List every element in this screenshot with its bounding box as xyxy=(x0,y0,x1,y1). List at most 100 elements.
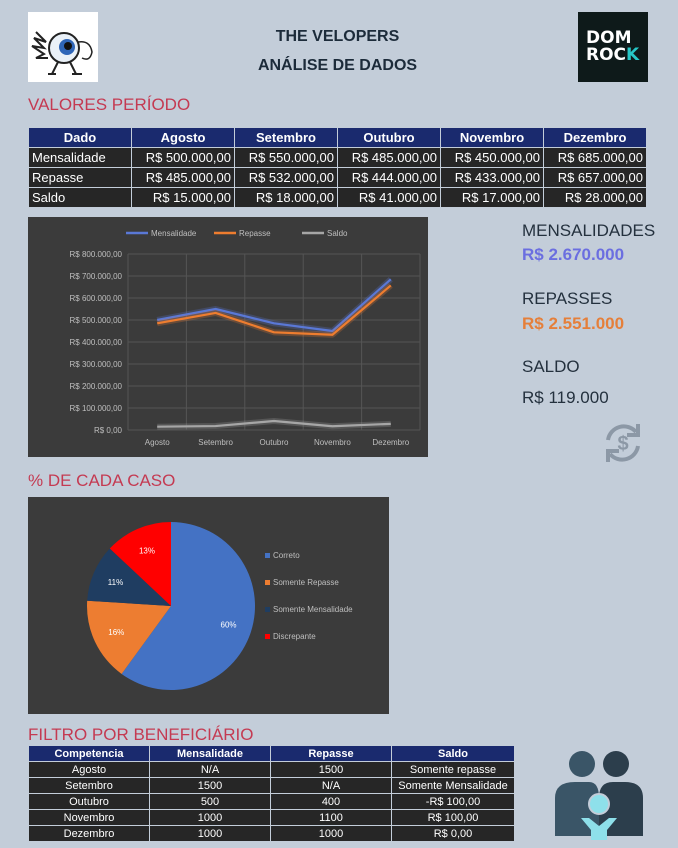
table-row: Mensalidade R$ 500.000,00 R$ 550.000,00 … xyxy=(28,147,647,168)
page-subtitle: ANÁLISE DE DADOS xyxy=(257,57,418,74)
legend-swatch xyxy=(265,580,270,585)
section-title-filtro: FILTRO POR BENEFICIÁRIO xyxy=(28,725,254,744)
table-cell: 1000 xyxy=(270,825,392,842)
pie-data-label: 60% xyxy=(221,621,237,630)
series-line xyxy=(157,419,391,428)
pie-data-label: 13% xyxy=(139,546,155,555)
table-cell: Somente repasse xyxy=(391,761,515,778)
x-tick-label: Dezembro xyxy=(372,438,409,447)
pie-data-label: 16% xyxy=(108,628,124,637)
header-cell: Agosto xyxy=(131,127,235,148)
table-cell: R$ 657.000,00 xyxy=(543,167,647,188)
table-cell: R$ 485.000,00 xyxy=(337,147,441,168)
eye-mascot-icon xyxy=(31,31,93,75)
series-line xyxy=(156,278,392,333)
table-cell: R$ 15.000,00 xyxy=(131,187,235,208)
table-cell: Agosto xyxy=(28,761,150,778)
line-chart-svg: R$ 0,00 R$ 100.000,00 R$ 200.000,00 R$ 300.… xyxy=(70,229,421,447)
x-tick-label: Novembro xyxy=(314,438,351,447)
legend-label: Repasse xyxy=(239,229,271,238)
header-cell: Outubro xyxy=(337,127,441,148)
header-cell: Saldo xyxy=(391,745,515,762)
table-cell: 1000 xyxy=(149,825,271,842)
table-cell: R$ 17.000,00 xyxy=(440,187,544,208)
header-cell: Dezembro xyxy=(543,127,647,148)
svg-text:$: $ xyxy=(617,433,628,455)
table-cell: R$ 485.000,00 xyxy=(131,167,235,188)
legend-label: Correto xyxy=(273,551,300,560)
y-tick-label: R$ 700.000,00 xyxy=(70,272,123,281)
kpi-saldo-label: SALDO xyxy=(522,357,580,376)
section-title-valores: VALORES PERÍODO xyxy=(28,95,191,114)
values-table: Dado Agosto Setembro Outubro Novembro De… xyxy=(28,127,647,208)
legend-swatch xyxy=(265,553,270,558)
logo-line2: ROCK xyxy=(586,45,640,65)
series-line xyxy=(157,284,392,336)
table-cell: 1500 xyxy=(149,777,271,794)
pie-slice xyxy=(109,522,171,606)
y-tick-label: R$ 600.000,00 xyxy=(70,294,123,303)
table-cell: Setembro xyxy=(28,777,150,794)
money-exchange-icon: $ xyxy=(598,418,648,468)
table-cell: R$ 0,00 xyxy=(391,825,515,842)
table-cell: R$ 685.000,00 xyxy=(543,147,647,168)
velopers-logo xyxy=(28,12,98,82)
table-cell: Saldo xyxy=(28,187,132,208)
table-cell: 1100 xyxy=(270,809,392,826)
table-cell: Somente Mensalidade xyxy=(391,777,515,794)
table-cell: 500 xyxy=(149,793,271,810)
x-tick-label: Outubro xyxy=(260,438,289,447)
header-cell: Mensalidade xyxy=(149,745,271,762)
table-row: Dezembro 1000 1000 R$ 0,00 xyxy=(28,825,515,842)
y-tick-label: R$ 200.000,00 xyxy=(70,382,123,391)
table-row: Saldo R$ 15.000,00 R$ 18.000,00 R$ 41.00… xyxy=(28,187,647,208)
table-cell: R$ 433.000,00 xyxy=(440,167,544,188)
table-header-row: Competencia Mensalidade Repasse Saldo xyxy=(28,745,515,762)
pie-data-label: 11% xyxy=(108,578,123,587)
table-row: Repasse R$ 485.000,00 R$ 532.000,00 R$ 4… xyxy=(28,167,647,188)
table-cell: 1000 xyxy=(149,809,271,826)
section-title-percent: % DE CADA CASO xyxy=(28,471,176,490)
header-cell: Dado xyxy=(28,127,132,148)
kpi-repasses-value: R$ 2.551.000 xyxy=(522,314,625,333)
x-tick-label: Setembro xyxy=(198,438,233,447)
y-tick-label: R$ 0,00 xyxy=(94,426,123,435)
table-header-row: Dado Agosto Setembro Outubro Novembro De… xyxy=(28,127,647,148)
table-row: Novembro 1000 1100 R$ 100,00 xyxy=(28,809,515,826)
table-cell: Outubro xyxy=(28,793,150,810)
table-cell: Novembro xyxy=(28,809,150,826)
pie-slice xyxy=(87,600,171,674)
pie-chart-svg: 60% 16% 11% 13% Correto Somente Repasse Soment… xyxy=(87,522,353,690)
page-title: THE VELOPERS xyxy=(275,28,400,45)
table-cell: R$ 550.000,00 xyxy=(234,147,338,168)
table-cell: N/A xyxy=(270,777,392,794)
line-chart: R$ 0,00 R$ 100.000,00 R$ 200.000,00 R$ 300.… xyxy=(28,217,428,457)
table-cell: R$ 28.000,00 xyxy=(543,187,647,208)
beneficiary-table: Competencia Mensalidade Repasse Saldo Ag… xyxy=(28,745,515,842)
family-icon xyxy=(553,748,645,840)
kpi-repasses-label: REPASSES xyxy=(522,289,613,308)
legend-label: Saldo xyxy=(327,229,348,238)
legend-label: Somente Mensalidade xyxy=(273,605,353,614)
table-cell: Mensalidade xyxy=(28,147,132,168)
header-cell: Novembro xyxy=(440,127,544,148)
table-row: Setembro 1500 N/A Somente Mensalidade xyxy=(28,777,515,794)
legend-label: Discrepante xyxy=(273,632,316,641)
table-cell: R$ 444.000,00 xyxy=(337,167,441,188)
kpi-saldo-value: R$ 119.000 xyxy=(522,388,609,407)
table-cell: R$ 100,00 xyxy=(391,809,515,826)
legend-label: Somente Repasse xyxy=(273,578,339,587)
kpi-mensalidades-label: MENSALIDADES xyxy=(522,221,656,240)
y-tick-label: R$ 400.000,00 xyxy=(70,338,123,347)
header-cell: Competencia xyxy=(28,745,150,762)
table-cell: Dezembro xyxy=(28,825,150,842)
table-cell: R$ 41.000,00 xyxy=(337,187,441,208)
table-cell: 1500 xyxy=(270,761,392,778)
pie-slice xyxy=(87,548,171,606)
y-tick-label: R$ 500.000,00 xyxy=(70,316,123,325)
pie-chart: 60% 16% 11% 13% Correto Somente Repasse Soment… xyxy=(28,497,389,714)
header-cell: Repasse xyxy=(270,745,392,762)
y-tick-label: R$ 100.000,00 xyxy=(70,404,123,413)
legend-label: Mensalidade xyxy=(151,229,197,238)
domrock-logo: DOM ROCK xyxy=(578,12,648,82)
